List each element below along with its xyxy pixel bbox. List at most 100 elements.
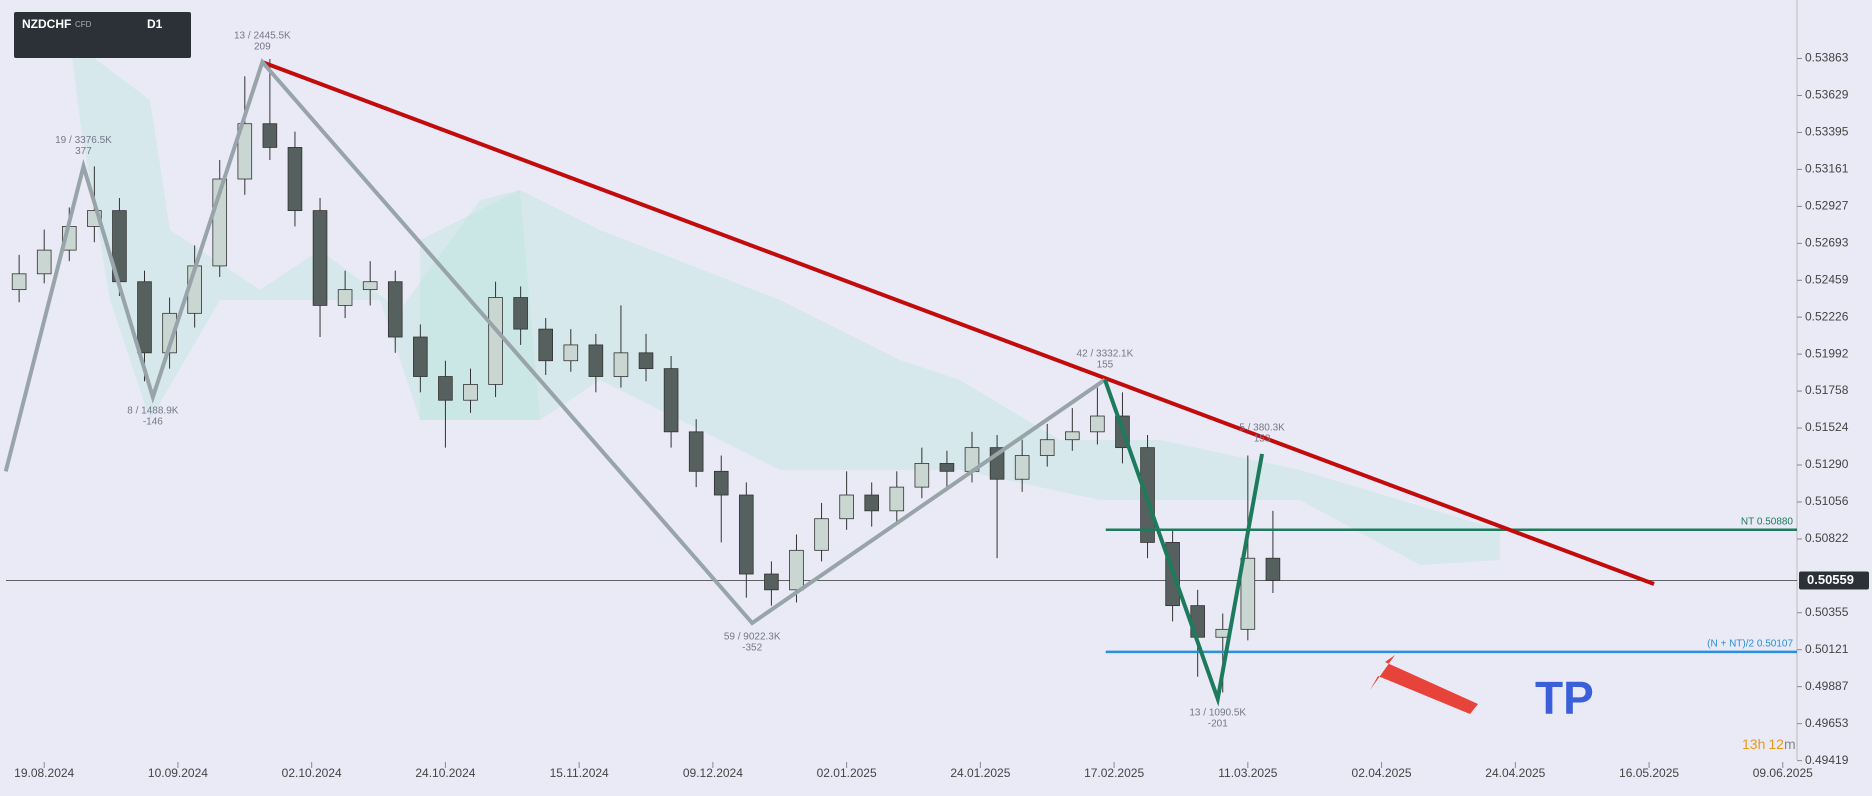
candle-body [413,336,428,377]
candle-body [11,273,27,291]
trend-line [3,58,1107,626]
pivot-label: 42 / 3332.1K [1077,348,1134,359]
candle-body [563,344,579,362]
x-tick-label: 10.09.2024 [148,766,208,780]
y-tick-label: 0.51758 [1805,383,1849,397]
toolbar: NZDCHF CFD D1 [14,12,191,58]
candle-body [889,486,905,512]
timeframe[interactable]: D1 [147,17,163,31]
plot-bg [6,0,1797,760]
symbol[interactable]: NZDCHF [22,17,72,31]
arrow [1370,655,1478,714]
candle-body [538,328,554,362]
x-tick-label: 24.04.2025 [1485,766,1545,780]
y-tick-label: 0.50355 [1805,605,1849,619]
y-tick-label: 0.50822 [1805,531,1849,545]
candle-body [713,470,729,496]
pivot-label: 59 / 9022.3K [724,632,781,643]
pivot-label: -201 [1208,718,1228,729]
candle-body [1240,557,1256,630]
candle-body [764,573,779,591]
candle-body [513,297,528,330]
candle-body [1014,455,1030,480]
x-tick-label: 24.01.2025 [950,766,1010,780]
x-tick-label: 15.11.2024 [550,766,609,780]
x-tick-label: 02.04.2025 [1352,766,1412,780]
candle-body [137,281,152,354]
candle-body [839,494,854,520]
candle-body [262,123,278,148]
candle-body [613,352,629,377]
timer-part: 13 [1742,736,1758,752]
x-tick-label: 09.06.2025 [1753,766,1813,780]
candle-body [488,297,503,385]
candle-body [588,344,604,377]
x-tick-label: 02.10.2024 [282,766,342,780]
candle-body [739,494,754,575]
symbol-kind: CFD [75,20,92,29]
y-tick-label: 0.53629 [1805,88,1849,102]
pivot-label: 13 / 2445.5K [234,31,291,42]
x-tick-label: 24.10.2024 [415,766,475,780]
timer: 13h 12m [1742,736,1796,752]
pivot-label: 377 [75,146,92,157]
pivot-label: 19 / 3376.5K [55,135,112,146]
candle-body [287,147,303,212]
cloud [70,40,540,420]
y-tick-label: 0.53863 [1805,51,1849,65]
pivot-label: 153 [1254,434,1271,445]
y-tick-label: 0.51056 [1805,494,1849,508]
trend-line [261,60,1655,586]
pivot-label: 8 / 1488.9K [127,406,178,417]
candle-body [387,281,403,338]
candle-body [1090,415,1105,433]
candle-body [463,384,478,401]
pivot-label: 13 / 1090.5K [1189,707,1246,718]
pivot-label: 5 / 380.3K [1239,423,1285,434]
candle-body [814,518,829,551]
candle-body [638,352,654,370]
x-tick-label: 19.08.2024 [14,766,74,780]
candle-body [438,376,453,401]
candle-body [337,289,353,306]
x-tick-label: 16.05.2025 [1619,766,1679,780]
candle-body [1265,557,1281,581]
x-tick-label: 09.12.2024 [683,766,743,780]
candle-body [362,281,378,291]
y-tick-label: 0.52459 [1805,272,1849,286]
y-tick-label: 0.52927 [1805,199,1849,213]
level-label: (N + NT)/2 0.50107 [1707,639,1793,650]
candle-body [162,312,177,354]
x-tick-label: 11.03.2025 [1218,766,1277,780]
y-tick-label: 0.53395 [1805,125,1849,139]
timer-part: m [1784,736,1796,752]
candle-body [789,549,804,591]
candle-body [1065,431,1080,441]
candle-body [663,368,679,433]
timer-part: h [1758,736,1766,752]
y-tick-label: 0.51524 [1805,420,1849,434]
pivot-label: 155 [1097,359,1114,370]
pivot-label: 209 [254,42,271,53]
y-tick-label: 0.50121 [1805,642,1849,656]
candle-body [237,123,253,180]
price-tag-label: 0.50559 [1807,572,1854,587]
y-tick-label: 0.52693 [1805,235,1849,249]
tp-label: TP [1535,672,1594,724]
x-tick-label: 02.01.2025 [817,766,877,780]
y-tick-label: 0.52226 [1805,309,1849,323]
candle-body [36,249,52,275]
pivot-label: -352 [742,643,762,654]
candle-body [312,210,328,306]
y-tick-label: 0.49887 [1805,679,1849,693]
price-tag [1799,571,1869,590]
candle-body [939,463,955,472]
y-tick-label: 0.53161 [1805,162,1849,176]
pivot-label: -146 [143,417,163,428]
y-tick-label: 0.49419 [1805,753,1849,767]
candle-body [688,431,704,472]
y-tick-label: 0.49653 [1805,716,1849,730]
candle-body [914,463,930,488]
